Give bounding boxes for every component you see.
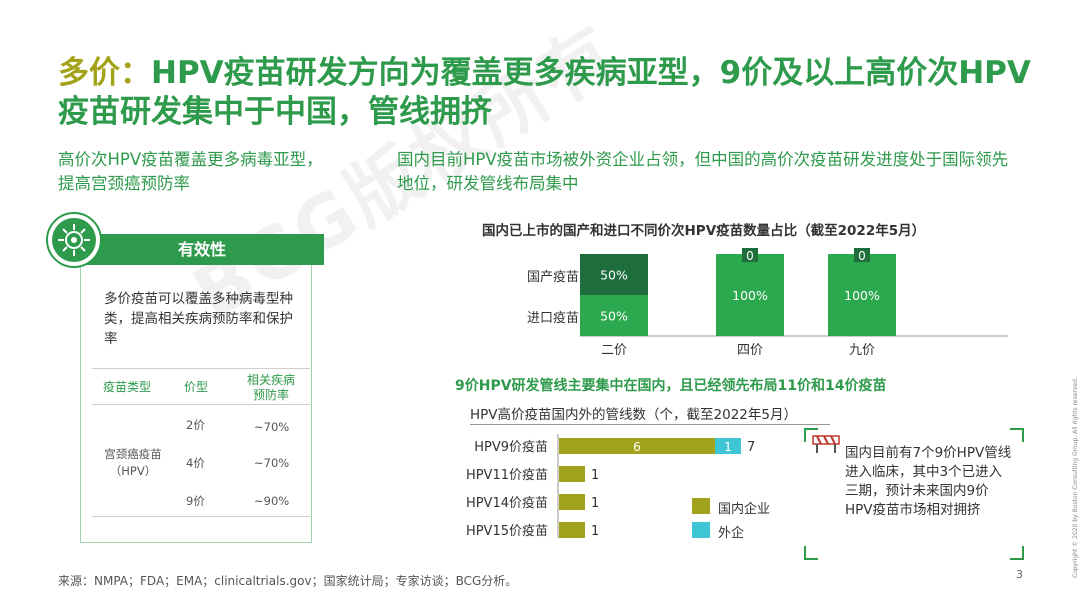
left-subtitle: 高价次HPV疫苗覆盖更多病毒亚型，提高宫颈癌预防率: [58, 150, 323, 193]
category-label: 二价: [601, 343, 627, 358]
page-title: 多价：HPV疫苗研发方向为覆盖更多疾病亚型，9价及以上高价次HPV疫苗研发集中于…: [58, 54, 1038, 132]
pipeline-chart-title: HPV高价疫苗国内外的管线数（个，截至2022年5月）: [470, 407, 797, 423]
col-header-rate-line1: 相关疾病: [246, 373, 295, 387]
bar-domestic: [580, 254, 648, 295]
bar-total-label: 1: [591, 524, 599, 539]
bar-imported: [716, 254, 784, 336]
zero-label-bg: [854, 248, 870, 262]
bar-domestic: [559, 466, 585, 482]
page-number: 3: [1016, 568, 1023, 581]
bar-label-domestic: 0: [858, 249, 866, 263]
bar-domestic: [559, 438, 715, 454]
bar-foreign: [715, 438, 741, 454]
bar-label-imported: 100%: [844, 288, 880, 303]
bar-label-domestic: 50%: [600, 268, 628, 283]
bar-total-label: 1: [591, 468, 599, 483]
bar-label-imported: 100%: [732, 288, 768, 303]
virus-icon: [52, 218, 96, 262]
bar-imported: [580, 295, 648, 336]
table-header-rule: [92, 404, 310, 405]
title-text: HPV疫苗研发方向为覆盖更多疾病亚型，9价及以上高价次HPV疫苗研发集中于中国，…: [58, 55, 1031, 130]
note-box-frame: [804, 428, 1024, 560]
legend-foreign-swatch: [692, 522, 710, 538]
category-label: 四价: [737, 343, 763, 358]
bar-label-imported: 50%: [600, 309, 628, 324]
copyright-notice: Copyright © 2020 by Boston Consulting Gr…: [1072, 377, 1079, 578]
table-row-valence: 4价: [186, 456, 205, 470]
bar-imported: [828, 254, 896, 336]
pipeline-note: 国内目前有7个9价HPV管线进入临床，其中3个已进入三期，预计未来国内9价HPV…: [845, 445, 1012, 518]
market-share-chart: 50% 50% 二价 100% 0 四价 100% 0 九价: [580, 248, 1008, 358]
col-header-type: 疫苗类型: [102, 380, 151, 394]
table-row-valence: 2价: [186, 418, 205, 432]
vaccine-abbr: （HPV）: [109, 464, 157, 478]
table-row-rate: ~90%: [254, 494, 290, 508]
legend-domestic-companies: 国内企业: [718, 502, 771, 517]
category-label: HPV9价疫苗: [474, 439, 548, 455]
legend-domestic-label: 国产疫苗: [527, 270, 580, 285]
title-accent: 多价：: [58, 55, 151, 91]
bar-domestic: [559, 494, 585, 510]
bar-value-label: 1: [724, 439, 732, 454]
efficacy-header: 有效性: [80, 234, 324, 265]
table-row-rate: ~70%: [254, 420, 290, 434]
pipeline-title-rule: [470, 424, 830, 425]
bar-value-label: 6: [633, 439, 641, 454]
source-note: 来源：NMPA；FDA；EMA；clinicaltrials.gov；国家统计局…: [58, 574, 518, 588]
bar-label-domestic: 0: [746, 249, 754, 263]
category-label: HPV11价疫苗: [466, 467, 548, 483]
col-header-rate-line2: 预防率: [252, 388, 289, 402]
vaccine-type-cell: 宫颈癌疫苗 （HPV）: [90, 446, 176, 480]
vaccine-name: 宫颈癌疫苗: [104, 447, 162, 461]
zero-label-bg: [742, 248, 758, 262]
right-subtitle: 国内目前HPV疫苗市场被外资企业占领，但中国的高价次疫苗研发进度处于国际领先地位…: [397, 150, 1009, 193]
table-row-rate: ~70%: [254, 456, 290, 470]
legend-domestic-swatch: [692, 498, 710, 514]
table-bottom-rule: [92, 516, 310, 517]
category-label: HPV15价疫苗: [466, 523, 548, 539]
bar-domestic: [559, 522, 585, 538]
col-header-valence: 价型: [183, 380, 208, 394]
table-top-rule: [92, 368, 310, 369]
category-label: 九价: [849, 343, 875, 358]
pipeline-subtitle: 9价HPV研发管线主要集中在国内，且已经领先布局11价和14价疫苗: [455, 378, 887, 394]
legend-imported-label: 进口疫苗: [527, 311, 580, 326]
efficacy-description: 多价疫苗可以覆盖多种病毒型种类，提高相关疾病预防率和保护率: [104, 291, 293, 347]
legend-foreign-companies: 外企: [718, 526, 745, 541]
category-label: HPV14价疫苗: [466, 495, 548, 511]
col-header-rate: 相关疾病 预防率: [236, 373, 306, 403]
roadblock-icon: [812, 435, 840, 453]
bar-total-label: 1: [591, 496, 599, 511]
table-row-valence: 9价: [186, 494, 205, 508]
market-chart-title: 国内已上市的国产和进口不同价次HPV疫苗数量占比（截至2022年5月）: [482, 223, 926, 239]
bar-total-label: 7: [747, 440, 755, 455]
